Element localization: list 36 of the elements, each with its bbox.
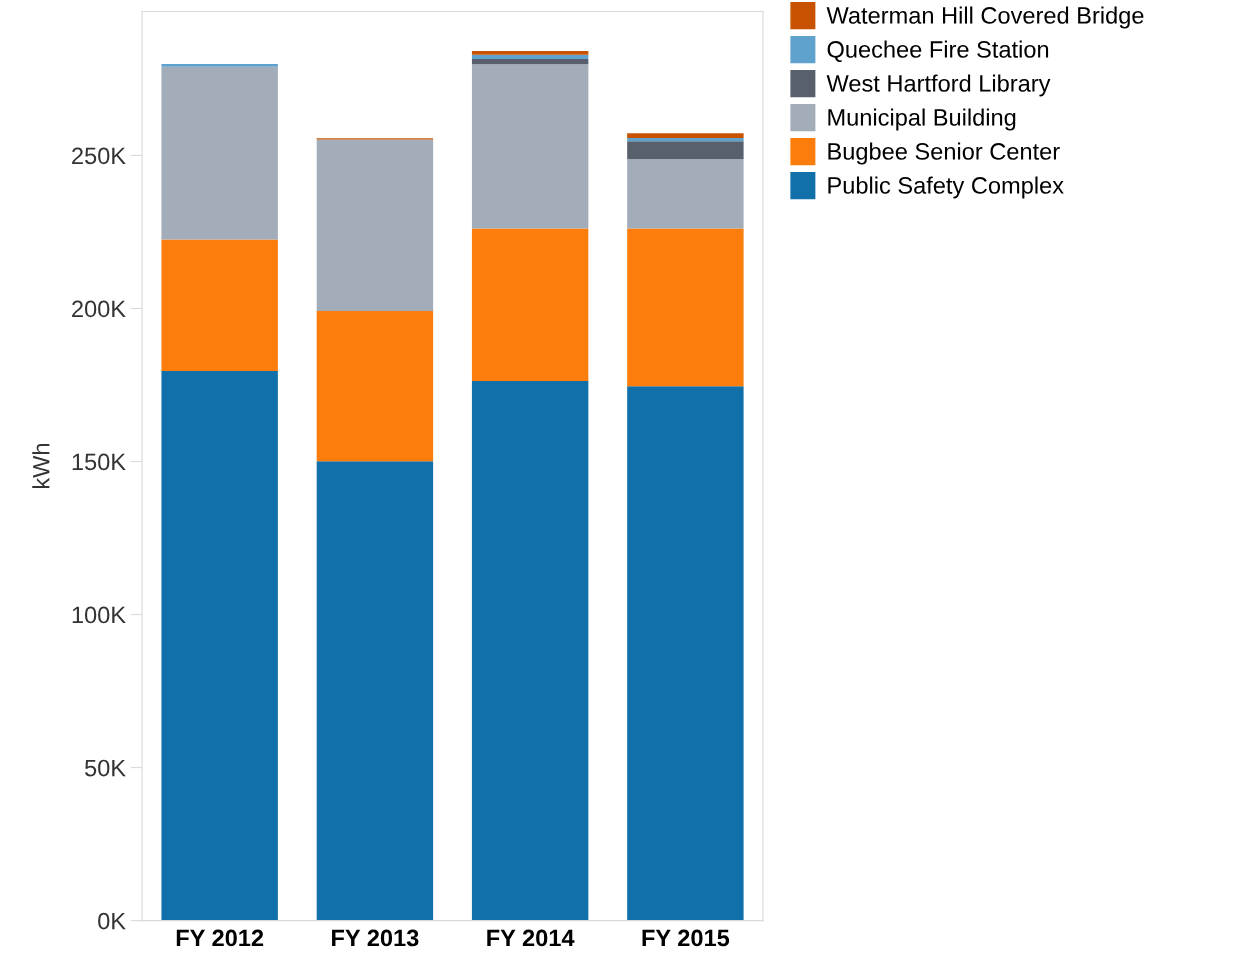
bar bbox=[471, 54, 589, 59]
bar bbox=[316, 139, 434, 311]
y-tick-label: 50K bbox=[85, 759, 126, 777]
bar bbox=[316, 461, 434, 921]
x-tick-label: FY 2013 bbox=[332, 929, 419, 947]
bar bbox=[471, 381, 589, 921]
bar bbox=[161, 63, 278, 67]
bar bbox=[627, 141, 744, 160]
x-tick-label: FY 2014 bbox=[487, 929, 575, 947]
y-tick-label: 200K bbox=[72, 300, 126, 318]
legend-label: Municipal Building bbox=[828, 108, 1016, 131]
x-tick-label: FY 2012 bbox=[176, 929, 264, 947]
legend-label: Public Safety Complex bbox=[828, 176, 1064, 199]
bar bbox=[161, 66, 278, 240]
y-tick-label: 0K bbox=[98, 912, 126, 930]
bar bbox=[316, 310, 434, 462]
bar bbox=[161, 239, 278, 371]
bar bbox=[627, 386, 744, 921]
bar bbox=[471, 51, 589, 55]
legend-label: Waterman Hill Covered Bridge bbox=[826, 6, 1144, 29]
bar bbox=[471, 58, 589, 65]
y-axis-title: kWh bbox=[32, 444, 50, 489]
legend-label: West Hartford Library bbox=[826, 74, 1051, 97]
bar bbox=[627, 133, 744, 138]
x-tick-label: FY 2015 bbox=[642, 929, 730, 947]
y-tick-label: 100K bbox=[72, 606, 126, 624]
bar bbox=[627, 137, 744, 142]
bar bbox=[471, 228, 589, 381]
legend-label: Bugbee Senior Center bbox=[828, 142, 1060, 165]
bar bbox=[161, 370, 278, 921]
bar bbox=[627, 228, 744, 387]
legend-label: Quechee Fire Station bbox=[827, 40, 1049, 63]
y-tick-label: 250K bbox=[72, 147, 126, 165]
y-tick-label: 150K bbox=[72, 453, 126, 471]
bar bbox=[627, 159, 744, 229]
bar bbox=[471, 64, 589, 229]
